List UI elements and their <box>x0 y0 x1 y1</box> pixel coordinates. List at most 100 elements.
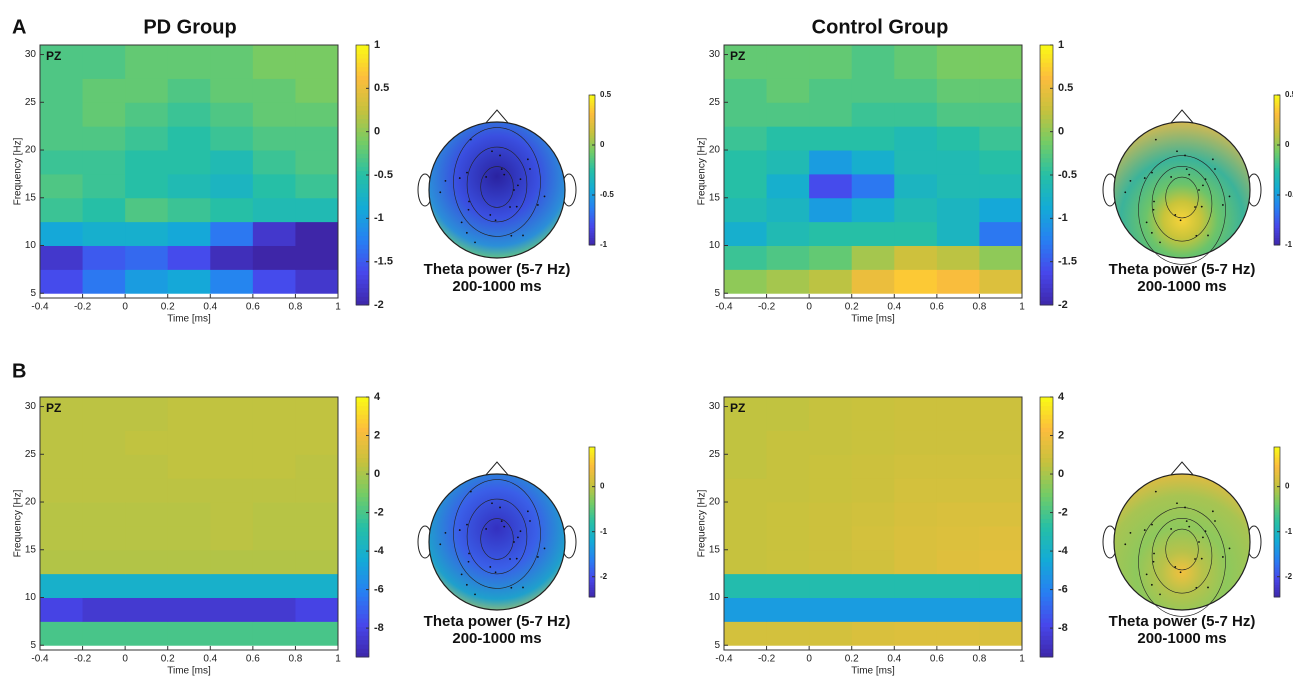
heatmap-cell <box>724 549 768 575</box>
heatmap-cell <box>40 150 84 175</box>
colorbar-step <box>1040 84 1053 89</box>
colorbar-step <box>1040 58 1053 63</box>
colorbar-step <box>589 494 595 498</box>
heatmap-cell <box>936 430 980 455</box>
colorbar-step <box>1040 118 1053 124</box>
colorbar-step <box>1040 639 1053 645</box>
colorbar-step <box>1040 561 1053 567</box>
heatmap-cell <box>979 245 1023 270</box>
topo-electrode <box>1228 195 1231 198</box>
colorbar-step <box>589 177 595 181</box>
heatmap-cell <box>809 269 853 294</box>
colorbar-step <box>356 209 369 215</box>
colorbar-step <box>589 489 595 493</box>
heatmap-cell <box>295 221 339 246</box>
heatmap-cell <box>894 502 938 527</box>
topo-caption: 200-1000 ms <box>1137 278 1226 295</box>
heatmap-cell <box>766 454 810 479</box>
topo-electrode <box>1154 138 1157 141</box>
colorbar-step <box>1040 296 1053 302</box>
colorbar-step <box>589 504 595 508</box>
heatmap-cell <box>809 102 853 127</box>
colorbar-step <box>589 235 595 238</box>
x-tick-label: 1 <box>1019 302 1025 313</box>
y-tick-label: 5 <box>714 640 720 651</box>
colorbar-step <box>589 554 595 558</box>
colorbar-tick-label: 0.5 <box>374 82 389 94</box>
colorbar-step <box>356 444 369 450</box>
colorbar-step <box>356 97 369 102</box>
x-tick-label: 0 <box>122 654 128 665</box>
heatmap-cell <box>125 173 169 199</box>
colorbar-step <box>1040 75 1053 81</box>
colorbar-step <box>589 175 595 178</box>
colorbar-step <box>1040 127 1053 133</box>
topo-electrode <box>1151 523 1153 526</box>
heatmap-cell <box>936 221 980 246</box>
heatmap-cell <box>894 221 938 246</box>
colorbar-tick-label: -2 <box>374 299 384 311</box>
colorbar-step <box>589 472 595 475</box>
colorbar-step <box>1274 479 1280 483</box>
heatmap-cell <box>40 126 84 151</box>
colorbar-step <box>1274 484 1280 488</box>
colorbar-step <box>1040 466 1053 472</box>
topo-contour <box>1151 518 1213 594</box>
colorbar-step <box>1040 201 1053 206</box>
colorbar-tick-label: -1 <box>1285 527 1293 536</box>
heatmap-cell <box>167 78 211 103</box>
topo-electrode <box>1204 178 1207 181</box>
colorbar-step <box>589 469 595 473</box>
colorbar-step <box>1040 587 1053 593</box>
heatmap-cell <box>210 78 254 103</box>
heatmap-cell <box>724 478 768 503</box>
x-tick-label: 0.2 <box>161 302 175 313</box>
colorbar-step <box>589 479 595 483</box>
x-tick-label: 0 <box>806 302 812 313</box>
colorbar-frame <box>588 446 596 598</box>
colorbar-step <box>1040 123 1053 128</box>
heatmap-cell <box>295 621 339 646</box>
colorbar-step <box>1274 452 1280 455</box>
heatmap-cell <box>82 78 126 103</box>
heatmap-cell <box>936 454 980 479</box>
heatmap-cell <box>210 549 254 575</box>
topo-electrode <box>543 547 546 550</box>
colorbar-step <box>356 53 369 59</box>
colorbar-step <box>356 62 369 68</box>
heatmap-cell <box>936 78 980 103</box>
x-tick-label: 0.8 <box>972 654 986 665</box>
colorbar-step <box>589 534 595 538</box>
topo-electrode <box>1143 529 1146 531</box>
heatmap-cell <box>125 197 169 223</box>
topo-head <box>428 121 566 259</box>
heatmap-cell <box>894 478 938 503</box>
colorbar-tick-label: -6 <box>1058 583 1068 595</box>
topo-electrode <box>491 502 493 505</box>
colorbar-step <box>356 618 369 623</box>
heatmap-cell <box>809 78 853 103</box>
heatmap-cell <box>766 45 810 79</box>
colorbar-step <box>1040 274 1053 280</box>
colorbar-frame <box>1273 446 1281 598</box>
heatmap-cell <box>809 397 853 431</box>
y-tick-label: 20 <box>25 497 37 508</box>
colorbar-step <box>1040 235 1053 241</box>
heatmap-cell <box>936 621 980 646</box>
colorbar-step <box>1274 180 1280 183</box>
topo-electrode <box>1214 168 1216 170</box>
topo-electrode <box>522 586 524 589</box>
topo-electrode <box>491 150 493 153</box>
colorbar-step <box>1274 517 1280 520</box>
colorbar-step <box>1040 144 1053 150</box>
heatmap-cell <box>210 269 254 294</box>
heatmap-cell <box>252 525 296 551</box>
colorbar-step <box>1040 218 1053 224</box>
x-tick-label: -0.4 <box>715 302 733 313</box>
heatmap-cell <box>210 45 254 79</box>
colorbar-step <box>589 517 595 520</box>
heatmap-cell <box>724 78 768 103</box>
heatmap-cell <box>125 245 169 270</box>
heatmap-cell <box>167 525 211 551</box>
colorbar-tick-label: 0.5 <box>1058 82 1073 94</box>
